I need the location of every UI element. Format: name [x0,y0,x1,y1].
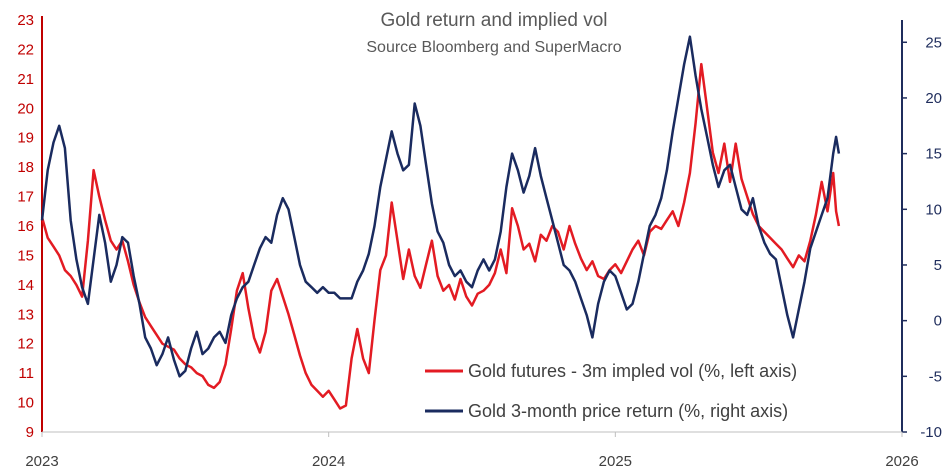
left-tick-label: 20 [17,100,34,117]
left-tick-label: 16 [17,218,34,235]
x-tick-label: 2023 [25,453,58,470]
axes: 9 10 11 12 13 14 15 16 17 18 19 20 21 22 23 -10 -5 0 5 10 15… [17,12,942,470]
left-tick-label: 12 [17,336,34,353]
left-tick-label: 9 [26,424,34,441]
right-tick-label: 20 [925,90,942,107]
legend-label-ret: Gold 3-month price return (%, right axis… [468,401,788,421]
left-tick-label: 10 [17,395,34,412]
chart-title: Gold return and implied vol [380,10,607,31]
chart-subtitle: Source Bloomberg and SuperMacro [366,39,621,56]
left-tick-label: 13 [17,306,34,323]
left-tick-label: 22 [17,41,34,58]
series-layer [40,35,841,410]
right-tick-label: -10 [920,424,942,441]
right-tick-label: 15 [925,146,942,163]
left-tick-label: 18 [17,159,34,176]
left-tick-label: 19 [17,130,34,147]
right-tick-label: 5 [934,257,942,274]
legend: Gold futures - 3m impled vol (%, left ax… [425,361,797,421]
left-tick-label: 23 [17,12,34,29]
left-tick-label: 17 [17,189,34,206]
right-tick-label: 25 [925,34,942,51]
return-line [40,35,841,378]
left-tick-label: 14 [17,277,34,294]
left-tick-label: 21 [17,71,34,88]
right-tick-label: -5 [929,368,942,385]
left-tick-label: 11 [18,365,34,382]
x-tick-label: 2026 [885,453,918,470]
vol-line [40,62,841,410]
x-tick-label: 2025 [599,453,632,470]
x-tick-label: 2024 [312,453,345,470]
legend-label-vol: Gold futures - 3m impled vol (%, left ax… [468,361,797,381]
right-tick-label: 0 [934,313,942,330]
left-tick-label: 15 [17,247,34,264]
right-tick-label: 10 [925,201,942,218]
